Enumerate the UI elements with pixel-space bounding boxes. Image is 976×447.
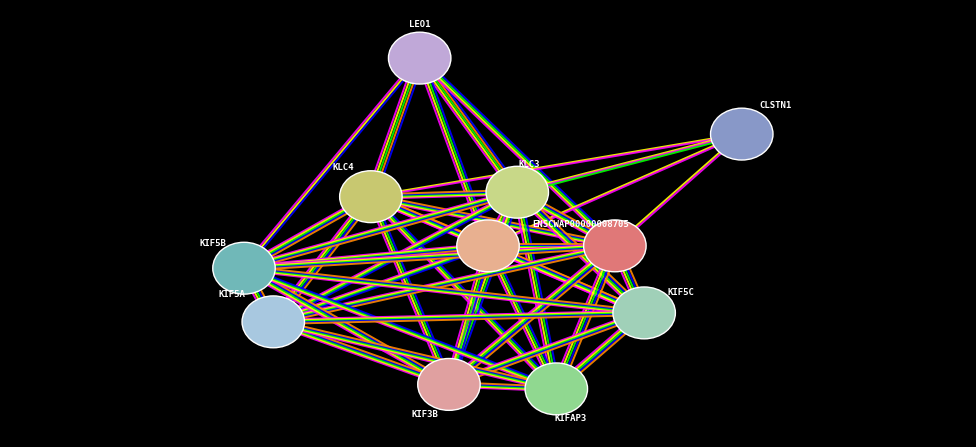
Ellipse shape bbox=[242, 296, 305, 348]
Text: CLSTN1: CLSTN1 bbox=[759, 101, 793, 110]
Text: KIF5B: KIF5B bbox=[199, 239, 226, 248]
Text: KIFAP3: KIFAP3 bbox=[554, 414, 588, 423]
Ellipse shape bbox=[711, 108, 773, 160]
Text: LEO1: LEO1 bbox=[409, 20, 430, 29]
Text: KIF3B: KIF3B bbox=[411, 410, 438, 419]
Ellipse shape bbox=[388, 32, 451, 84]
Ellipse shape bbox=[340, 171, 402, 223]
Ellipse shape bbox=[525, 363, 588, 415]
Ellipse shape bbox=[613, 287, 675, 339]
Text: ENSCWAP00000008705: ENSCWAP00000008705 bbox=[532, 220, 630, 229]
Text: KLC3: KLC3 bbox=[518, 160, 540, 169]
Ellipse shape bbox=[418, 358, 480, 410]
Text: KIF5C: KIF5C bbox=[668, 288, 695, 297]
Ellipse shape bbox=[486, 166, 549, 218]
Ellipse shape bbox=[584, 220, 646, 272]
Text: KLC4: KLC4 bbox=[333, 163, 354, 172]
Ellipse shape bbox=[457, 220, 519, 272]
Ellipse shape bbox=[213, 242, 275, 294]
Text: KIF5A: KIF5A bbox=[219, 290, 246, 299]
